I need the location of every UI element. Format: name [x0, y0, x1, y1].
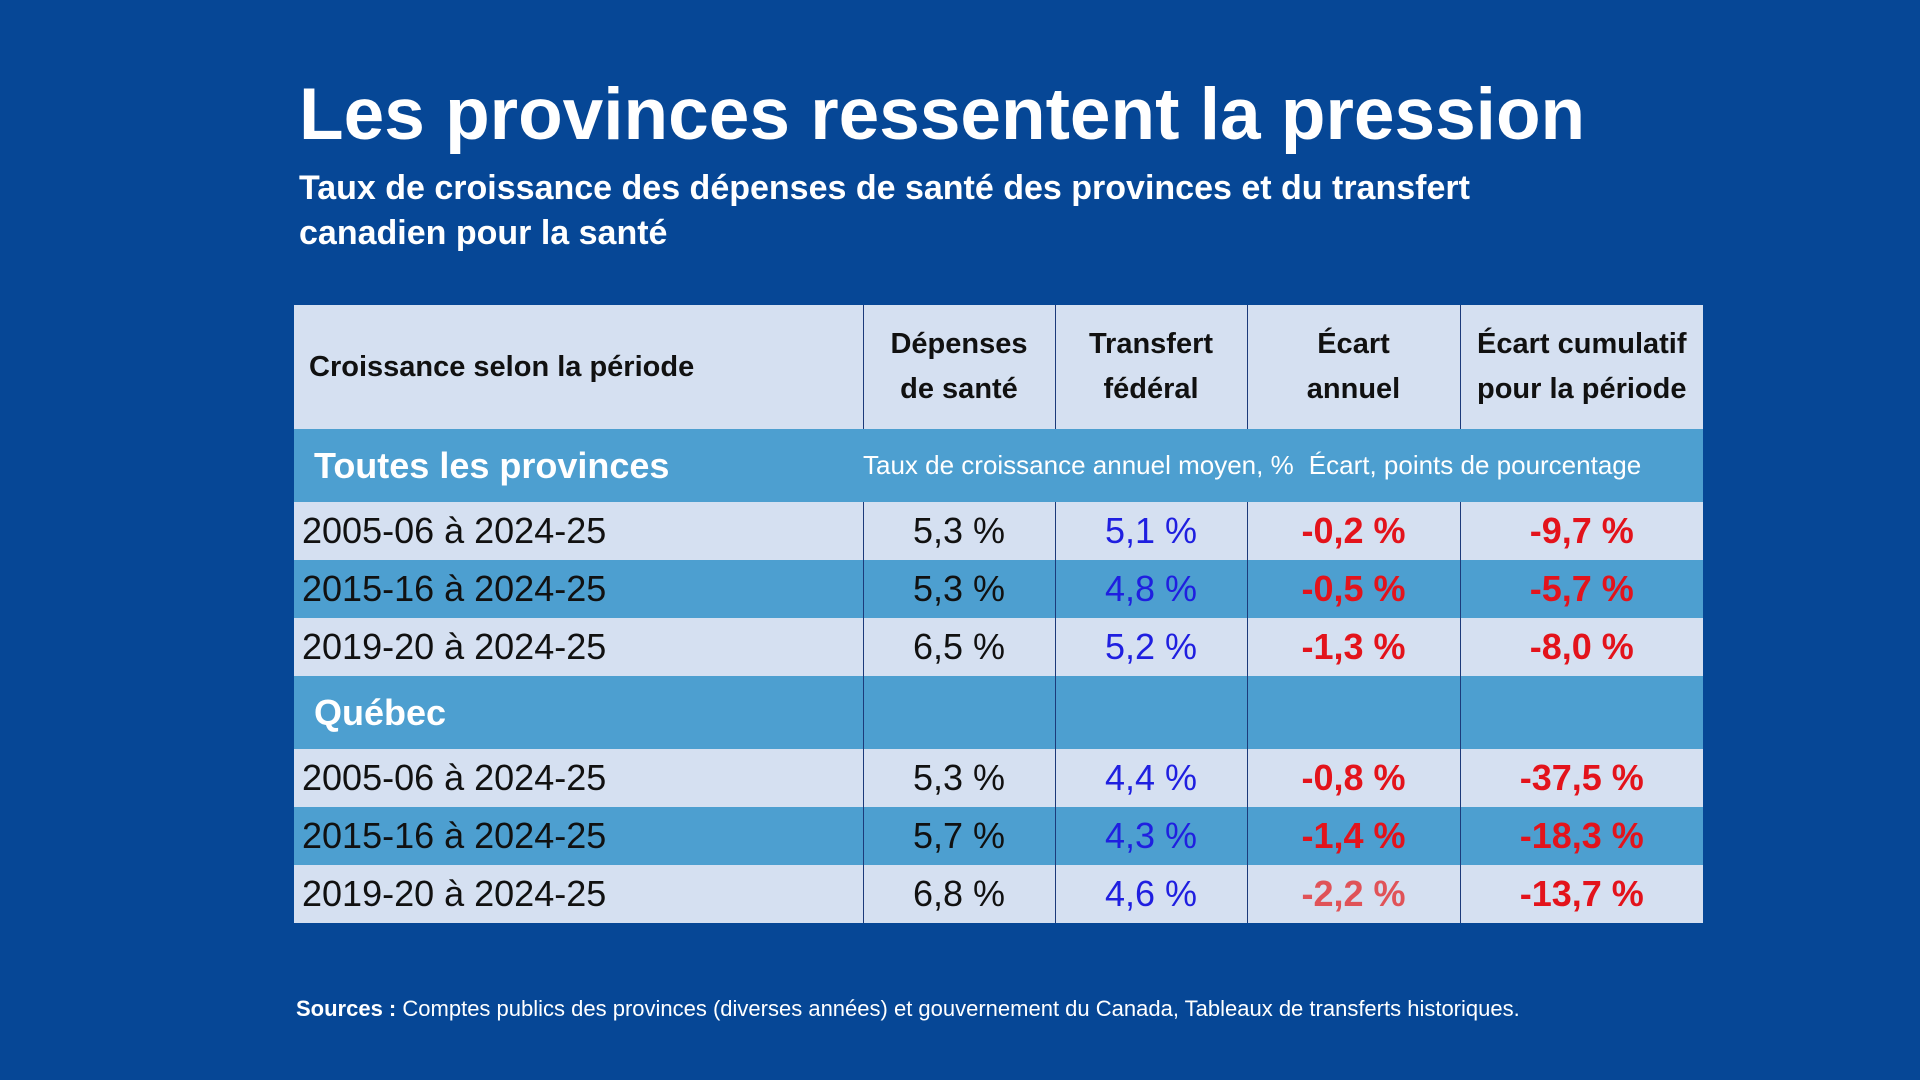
header-transfert-line1: Transfert: [1088, 328, 1214, 360]
section-row-quebec: Québec: [294, 676, 1703, 749]
header-ecart-line2: annuel: [1306, 373, 1401, 405]
sources-label: Sources :: [296, 996, 397, 1021]
header-depenses-line1: Dépenses: [890, 328, 1028, 360]
table-row: 2015-16 à 2024-25 5,3 % 4,8 % -0,5 % -5,…: [294, 560, 1703, 618]
page-subtitle: Taux de croissance des dépenses de santé…: [299, 169, 1470, 252]
cell-depenses: 5,3 %: [862, 560, 1055, 618]
header-depenses-line2: de santé: [900, 373, 1018, 405]
header-depenses: Dépenses de santé: [862, 305, 1055, 429]
cell-depenses: 5,7 %: [862, 807, 1055, 865]
cell-period: 2015-16 à 2024-25: [302, 815, 607, 856]
cell-period: 2019-20 à 2024-25: [302, 873, 607, 914]
cell-depenses: 5,3 %: [862, 502, 1055, 560]
cell-ecart: -2,2 %: [1246, 865, 1460, 923]
table-row: 2005-06 à 2024-25 5,3 % 4,4 % -0,8 % -37…: [294, 749, 1703, 807]
gap-unit-label: Écart, points de pourcentage: [1308, 450, 1642, 480]
cell-period: 2015-16 à 2024-25: [302, 568, 607, 609]
cell-depenses: 6,8 %: [862, 865, 1055, 923]
cell-transfert: 4,6 %: [1054, 865, 1247, 923]
empty-cell: [1246, 676, 1460, 749]
header-cumul: Écart cumulatif pour la période: [1459, 305, 1703, 429]
data-table-container: Croissance selon la période Dépenses de …: [294, 305, 1703, 923]
header-transfert-line2: fédéral: [1103, 373, 1199, 405]
sources-text: Comptes publics des provinces (diverses …: [402, 996, 1520, 1021]
table-row: 2019-20 à 2024-25 6,5 % 5,2 % -1,3 % -8,…: [294, 618, 1703, 676]
cell-depenses: 6,5 %: [862, 618, 1055, 676]
empty-cell: [862, 676, 1055, 749]
table-row: 2019-20 à 2024-25 6,8 % 4,6 % -2,2 % -13…: [294, 865, 1703, 923]
page-title: Les provinces ressentent la pression: [299, 74, 1586, 155]
sources-note: Sources : Comptes publics des provinces …: [296, 996, 1520, 1022]
cell-period: 2019-20 à 2024-25: [302, 626, 607, 667]
empty-cell: [1459, 676, 1703, 749]
cell-cumul: -5,7 %: [1459, 560, 1703, 618]
header-cumul-line2: pour la période: [1477, 373, 1687, 405]
cell-ecart: -0,5 %: [1246, 560, 1460, 618]
cell-transfert: 5,2 %: [1054, 618, 1247, 676]
header-ecart-line1: Écart: [1317, 328, 1390, 360]
section-name: Québec: [314, 691, 447, 733]
cell-ecart: -0,2 %: [1246, 502, 1460, 560]
growth-unit-label: Taux de croissance annuel moyen, %: [863, 450, 1294, 480]
header-transfert: Transfert fédéral: [1054, 305, 1247, 429]
cell-cumul: -9,7 %: [1459, 502, 1703, 560]
table-row: 2005-06 à 2024-25 5,3 % 5,1 % -0,2 % -9,…: [294, 502, 1703, 560]
cell-transfert: 4,3 %: [1054, 807, 1247, 865]
header-cumul-line1: Écart cumulatif: [1477, 328, 1687, 360]
cell-ecart: -1,4 %: [1246, 807, 1460, 865]
table-row: 2015-16 à 2024-25 5,7 % 4,3 % -1,4 % -18…: [294, 807, 1703, 865]
cell-period: 2005-06 à 2024-25: [302, 757, 607, 798]
cell-cumul: -13,7 %: [1459, 865, 1703, 923]
cell-transfert: 4,8 %: [1054, 560, 1247, 618]
header-ecart: Écart annuel: [1246, 305, 1460, 429]
cell-period: 2005-06 à 2024-25: [302, 510, 607, 551]
cell-transfert: 4,4 %: [1054, 749, 1247, 807]
cell-cumul: -8,0 %: [1459, 618, 1703, 676]
header-period: Croissance selon la période: [309, 350, 695, 383]
section-name: Toutes les provinces: [314, 444, 670, 486]
section-row-toutes-les-provinces: Toutes les provinces Taux de croissance …: [294, 429, 1703, 502]
cell-transfert: 5,1 %: [1054, 502, 1247, 560]
empty-cell: [1054, 676, 1247, 749]
growth-table: Croissance selon la période Dépenses de …: [294, 305, 1703, 923]
cell-cumul: -37,5 %: [1459, 749, 1703, 807]
cell-cumul: -18,3 %: [1459, 807, 1703, 865]
cell-depenses: 5,3 %: [862, 749, 1055, 807]
cell-ecart: -0,8 %: [1246, 749, 1460, 807]
cell-ecart: -1,3 %: [1246, 618, 1460, 676]
table-header-row: Croissance selon la période Dépenses de …: [294, 305, 1703, 429]
